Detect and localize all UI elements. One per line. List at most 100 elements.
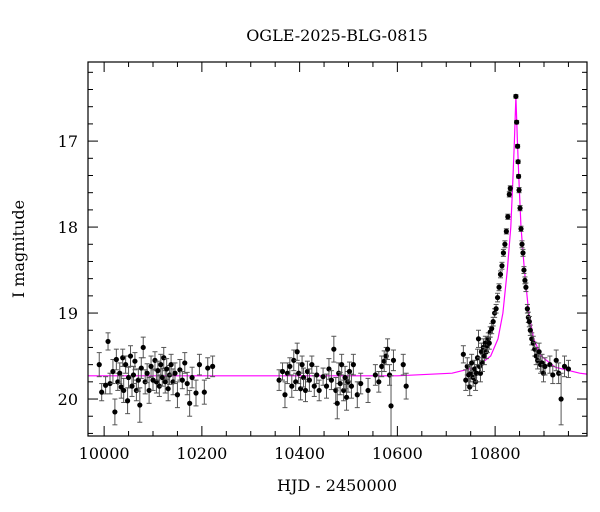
x-tick-label: 10400 [274, 444, 325, 463]
data-point [520, 248, 526, 257]
data-point [350, 353, 356, 376]
data-marker [523, 284, 529, 290]
data-point [291, 349, 297, 372]
data-marker [334, 400, 340, 406]
data-marker [475, 336, 482, 342]
data-point [514, 143, 521, 149]
data-point [299, 355, 305, 374]
data-point [102, 376, 109, 395]
data-point [164, 358, 170, 380]
data-marker [542, 363, 548, 369]
data-marker [276, 377, 282, 383]
data-marker [296, 370, 302, 376]
data-point [523, 282, 529, 293]
data-point [179, 371, 185, 390]
data-point [177, 358, 183, 381]
data-point [159, 368, 165, 387]
data-marker [463, 377, 469, 383]
data-point [331, 335, 337, 363]
data-marker [403, 383, 409, 389]
data-marker [287, 363, 293, 369]
data-point [550, 365, 556, 385]
data-point [502, 240, 508, 249]
data-point [196, 353, 203, 376]
data-marker [320, 374, 326, 380]
data-point [384, 338, 391, 360]
data-marker [503, 228, 509, 234]
data-marker [140, 344, 146, 351]
data-marker [346, 368, 353, 375]
y-tick-label: 19 [58, 304, 78, 323]
data-point [320, 367, 326, 386]
data-marker [107, 380, 113, 387]
data-point [155, 360, 161, 381]
data-marker [502, 241, 508, 247]
data-point [505, 213, 511, 220]
data-marker [309, 362, 315, 368]
data-marker [137, 402, 143, 408]
data-point [463, 369, 469, 391]
data-marker [112, 409, 118, 415]
data-point [174, 381, 181, 409]
data-point [403, 372, 409, 400]
data-marker [155, 368, 161, 374]
data-marker [187, 400, 193, 406]
plot-area [88, 93, 588, 437]
data-point [148, 355, 154, 378]
data-marker [469, 360, 475, 366]
data-marker [520, 250, 526, 256]
data-marker [376, 379, 382, 385]
x-tick-label: 10200 [176, 444, 227, 463]
data-point [493, 303, 499, 314]
data-marker [525, 314, 531, 320]
data-point [561, 355, 568, 378]
data-point [524, 303, 530, 314]
data-marker [379, 363, 385, 369]
data-point [146, 377, 152, 404]
data-marker [400, 362, 406, 368]
data-marker [168, 362, 174, 368]
data-point [289, 374, 295, 398]
data-marker [113, 356, 119, 363]
data-marker [184, 380, 190, 387]
data-marker [514, 119, 520, 125]
data-marker [496, 284, 502, 290]
data-point [210, 355, 216, 378]
data-marker [390, 357, 397, 363]
model-curve [88, 96, 588, 377]
data-marker [518, 226, 524, 232]
data-marker [299, 362, 305, 368]
data-point [323, 373, 330, 399]
data-marker [515, 159, 521, 165]
data-marker [161, 355, 167, 361]
data-marker [117, 370, 123, 376]
data-point [565, 359, 572, 379]
data-marker [514, 143, 521, 149]
data-point [536, 342, 542, 361]
data-marker [148, 363, 154, 369]
data-marker [323, 383, 330, 389]
data-marker [499, 263, 505, 269]
data-marker [138, 365, 144, 371]
data-point [522, 276, 528, 285]
data-marker [471, 366, 478, 372]
data-marker [490, 319, 496, 325]
data-marker [174, 392, 181, 398]
data-marker [144, 370, 150, 376]
data-marker [304, 368, 311, 375]
data-marker [527, 327, 533, 333]
data-marker [130, 372, 137, 378]
data-point [168, 353, 174, 376]
data-marker [493, 306, 499, 312]
data-point [515, 159, 521, 165]
data-marker [536, 349, 542, 355]
data-point [515, 173, 522, 179]
data-point [140, 336, 146, 359]
y-axis-label: I magnitude [9, 200, 28, 298]
data-point [306, 368, 312, 392]
data-point [518, 225, 524, 232]
axis-ticks [88, 62, 587, 436]
data-point [117, 362, 123, 385]
data-point [475, 329, 482, 348]
data-marker [152, 357, 158, 363]
